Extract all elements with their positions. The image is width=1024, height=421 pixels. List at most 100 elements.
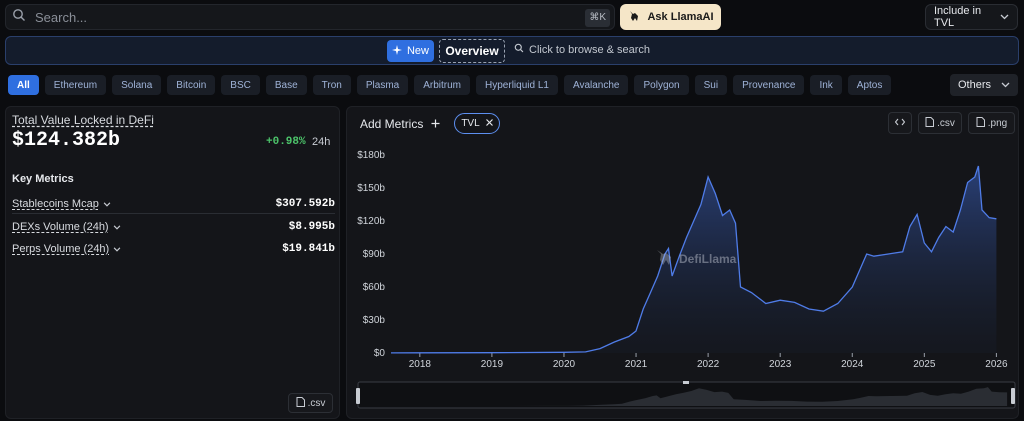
chain-pill-ink[interactable]: Ink [810, 75, 842, 95]
chain-pill-tron[interactable]: Tron [312, 75, 351, 95]
tvl-area [391, 166, 997, 353]
y-tick-label: $120b [357, 216, 385, 227]
range-handle-left[interactable] [356, 388, 360, 404]
csv-label: .csv [937, 117, 955, 129]
chain-pill-sui[interactable]: Sui [694, 75, 728, 95]
metric-label: Perps Volume (24h) [12, 243, 110, 255]
png-label: .png [987, 117, 1008, 129]
tvl-area-chart[interactable]: $0 $30b $60b $90b $120b $150b $180b 2018 2019 20… [347, 107, 1020, 420]
watermark-label: DefiLlama [679, 251, 737, 266]
others-label: Others [958, 79, 992, 91]
chain-pill-base[interactable]: Base [265, 75, 307, 95]
embed-code-button[interactable] [888, 112, 912, 134]
code-icon [894, 118, 906, 129]
x-tick-label: 2025 [913, 359, 936, 370]
y-tick-label: $0 [374, 348, 386, 359]
metric-label: DEXs Volume (24h) [12, 221, 109, 233]
tvl-tag-label: TVL [461, 118, 480, 129]
defillama-watermark: DefiLlama [653, 247, 736, 270]
range-handle-right[interactable] [1011, 388, 1015, 404]
x-tick-label: 2020 [553, 359, 576, 370]
tvl-label: Total Value Locked in DeFi [12, 113, 154, 127]
x-tick-label: 2018 [409, 359, 432, 370]
tvl-value: $124.382b [12, 129, 121, 152]
tvl-change-period: 24h [312, 136, 331, 148]
file-icon [976, 116, 985, 130]
search-icon [12, 8, 26, 27]
x-tick-label: 2021 [625, 359, 648, 370]
overview-button[interactable]: Overview [439, 39, 505, 63]
sparkle-icon [391, 44, 402, 58]
x-tick-label: 2023 [769, 359, 792, 370]
metric-row-stablecoins[interactable]: Stablecoins Mcap $307.592b [12, 194, 335, 214]
new-button[interactable]: New [387, 40, 434, 62]
chain-pill-bsc[interactable]: BSC [221, 75, 260, 95]
browse-label: Click to browse & search [529, 43, 651, 56]
metric-row-perps-volume[interactable]: Perps Volume (24h) $19.841b [12, 239, 335, 259]
metric-value: $19.841b [282, 243, 335, 255]
y-tick-label: $180b [357, 150, 385, 161]
metric-value: $307.592b [275, 197, 335, 210]
browse-search-link[interactable]: Click to browse & search [514, 43, 650, 56]
chain-pill-bitcoin[interactable]: Bitcoin [167, 75, 216, 95]
chevron-down-icon [103, 198, 111, 210]
metric-label: Stablecoins Mcap [12, 197, 99, 210]
x-tick-label: 2024 [841, 359, 864, 370]
range-slider-preview [360, 387, 1008, 406]
chart-png-button[interactable]: .png [968, 112, 1015, 134]
include-in-tvl-label: Include in TVL [934, 5, 982, 29]
chain-pill-arbitrum[interactable]: Arbitrum [414, 75, 471, 95]
llama-logo-icon [653, 247, 675, 270]
chevron-down-icon [1001, 79, 1010, 91]
new-label: New [406, 45, 429, 57]
chain-filter: All Ethereum Solana Bitcoin BSC Base Tro… [8, 75, 892, 95]
key-metrics-title: Key Metrics [12, 173, 74, 185]
tvl-change: +0.98% [266, 136, 306, 148]
x-tick-label: 2026 [985, 359, 1008, 370]
tvl-summary-panel: Total Value Locked in DeFi $124.382b +0.… [5, 106, 340, 419]
chain-pill-aptos[interactable]: Aptos [847, 75, 892, 95]
chain-pill-plasma[interactable]: Plasma [356, 75, 409, 95]
x-tick-label: 2019 [481, 359, 504, 370]
tvl-metric-tag[interactable]: TVL [454, 113, 500, 134]
overview-bar: New Overview Click to browse & search [5, 36, 1019, 65]
tvl-line [390, 165, 997, 354]
search-bar[interactable]: ⌘K [5, 4, 615, 30]
chain-pill-hyperliquid[interactable]: Hyperliquid L1 [476, 75, 558, 95]
add-metrics-button[interactable]: Add Metrics [353, 113, 441, 135]
llama-icon [627, 9, 641, 26]
include-in-tvl-select[interactable]: Include in TVL [925, 4, 1018, 30]
file-icon [296, 396, 305, 410]
y-tick-label: $150b [357, 183, 385, 194]
chain-pill-avalanche[interactable]: Avalanche [563, 75, 629, 95]
metric-value: $8.995b [288, 221, 335, 233]
x-tick-label: 2022 [697, 359, 720, 370]
search-input[interactable] [33, 8, 573, 26]
chart-csv-button[interactable]: .csv [918, 112, 962, 134]
chain-pill-provenance[interactable]: Provenance [733, 75, 805, 95]
search-shortcut: ⌘K [585, 9, 610, 27]
ask-llamaai-label: Ask LlamaAI [647, 11, 714, 23]
range-drag-grip[interactable] [683, 381, 689, 384]
chevron-down-icon [113, 243, 121, 255]
file-icon [925, 116, 935, 130]
ask-llamaai-button[interactable]: Ask LlamaAI [620, 4, 721, 30]
add-metrics-label: Add Metrics [360, 117, 424, 131]
search-icon [514, 43, 524, 56]
metric-row-dex-volume[interactable]: DEXs Volume (24h) $8.995b [12, 217, 335, 237]
csv-label: .csv [307, 397, 326, 409]
chain-pill-ethereum[interactable]: Ethereum [44, 75, 107, 95]
y-tick-label: $90b [363, 249, 386, 260]
others-dropdown[interactable]: Others [950, 74, 1018, 96]
csv-download-button[interactable]: .csv [288, 393, 333, 413]
y-tick-label: $30b [363, 315, 386, 326]
chain-pill-polygon[interactable]: Polygon [634, 75, 689, 95]
plus-icon [431, 117, 440, 131]
tvl-chart-panel: Add Metrics TVL .csv .png $0 $30b $60b $90b… [346, 106, 1019, 419]
chevron-down-icon [113, 221, 121, 233]
close-icon[interactable] [485, 118, 493, 129]
chain-pill-solana[interactable]: Solana [112, 75, 162, 95]
chain-pill-all[interactable]: All [8, 75, 39, 95]
range-slider[interactable] [356, 381, 1016, 409]
y-tick-label: $60b [363, 282, 386, 293]
